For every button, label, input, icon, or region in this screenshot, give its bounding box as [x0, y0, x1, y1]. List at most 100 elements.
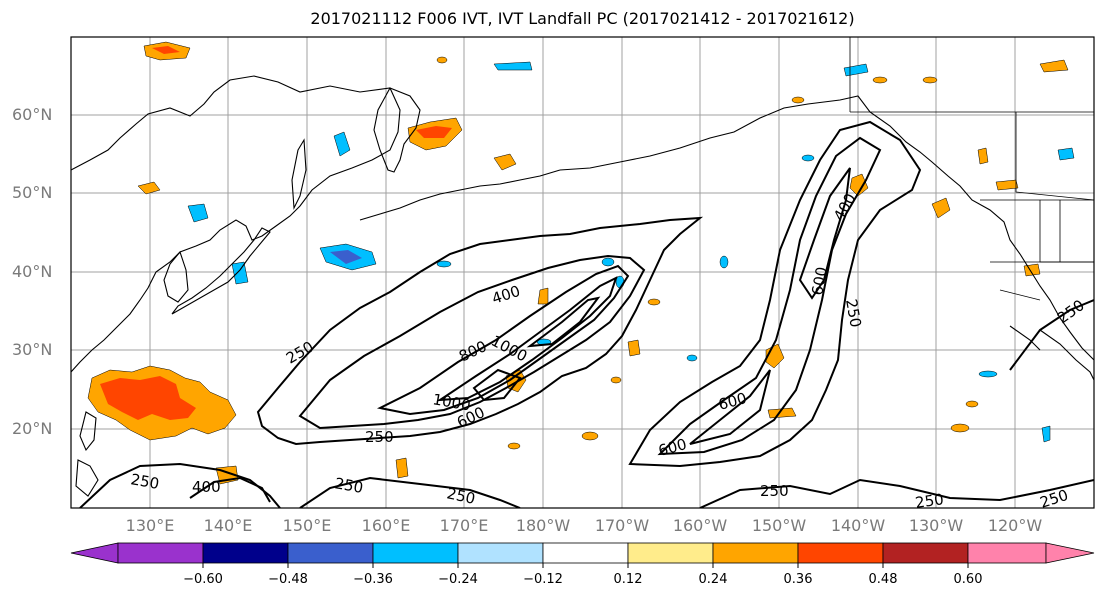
colorbar-tick-label: 0.12 — [613, 572, 643, 587]
pc-patch-dot-5 — [872, 76, 888, 84]
contour-400-east — [657, 136, 882, 456]
contour-label: 250 — [914, 490, 945, 512]
border-canada-provinces — [1015, 112, 1094, 201]
lon-label-170w: 170°W — [594, 516, 650, 535]
colorbar-bin — [457, 542, 544, 564]
coast-korea — [163, 250, 189, 303]
colorbar-tick-label: 0.60 — [953, 572, 983, 587]
colorbar-tick-label: −0.60 — [183, 572, 223, 587]
colorbar-bin — [202, 542, 289, 564]
pc-neg-dot-5 — [436, 260, 452, 268]
contour-label-layer: 250 250 250 250 250 250 250 250 400 400 … — [129, 190, 1087, 512]
lon-label-150e: 150°E — [282, 516, 332, 535]
colorbar-bin — [967, 542, 1047, 564]
lon-label-140w: 140°W — [830, 516, 886, 535]
pc-patch-okhotsk-core — [416, 126, 452, 138]
coast-asia — [71, 75, 401, 373]
pc-patch-dot-9 — [436, 56, 448, 64]
pc-patch-gulf-alaska — [849, 173, 869, 197]
contour-250-west — [256, 216, 704, 446]
colorbar-bin — [627, 542, 714, 564]
pc-neg-dot-8 — [719, 255, 729, 269]
coast-aleutians — [359, 169, 561, 221]
lat-label-60n: 60°N — [12, 105, 53, 124]
lon-label-130e: 130°E — [125, 516, 175, 535]
contour-label: 250 — [842, 298, 865, 329]
lat-label-30n: 30°N — [12, 340, 53, 359]
coast-baja — [1009, 325, 1094, 381]
pc-patch-dot-2 — [950, 423, 970, 433]
lat-label-40n: 40°N — [12, 262, 53, 281]
pc-neg-dot-1 — [601, 257, 615, 267]
contour-250-east — [628, 120, 922, 468]
pc-patch-small-1 — [137, 181, 161, 195]
contour-label: 250 — [333, 474, 364, 497]
pc-patch-small-4 — [995, 179, 1019, 191]
contour-800-west — [436, 276, 618, 402]
contour-600-west — [376, 264, 630, 416]
lon-label-130w: 130°W — [908, 516, 964, 535]
coastlines — [71, 75, 1094, 497]
graticule — [71, 37, 1094, 508]
pc-patch-small-3 — [627, 339, 641, 357]
colorbar-bin — [542, 542, 629, 564]
pc-neg-patch-8 — [1041, 425, 1051, 443]
pc-patch-kamchatka-n-core — [152, 46, 180, 54]
contour-400-southwest — [189, 476, 271, 503]
lon-label-180w: 180°W — [515, 516, 571, 535]
lon-label-170e: 170°E — [439, 516, 489, 535]
contour-600-east — [689, 167, 851, 445]
coast-sakhalin — [291, 138, 307, 211]
pc-neg-patch-5 — [231, 261, 249, 285]
colorbar-tick-label: 0.24 — [698, 572, 728, 587]
contour-250-south-west — [79, 462, 281, 508]
contour-label: 250 — [129, 470, 160, 493]
contour-1000-west — [472, 296, 601, 402]
pc-neg-patch-7 — [1057, 147, 1075, 161]
lon-label-160e: 160°E — [361, 516, 411, 535]
contour-label: 250 — [760, 482, 789, 500]
colorbar-tick-label: 0.36 — [783, 572, 813, 587]
ivt-contours — [79, 120, 1094, 508]
pc-patch-dot-3 — [581, 431, 599, 441]
border-us-states-2 — [990, 261, 1094, 301]
pc-patch-dot-1 — [647, 298, 661, 306]
pc-patch-small-10 — [977, 147, 989, 165]
colorbar-bin — [797, 542, 884, 564]
contour-label: 250 — [365, 428, 394, 446]
lon-label-160w: 160°W — [672, 516, 728, 535]
lat-label-20n: 20°N — [12, 419, 53, 438]
colorbar-bin — [287, 542, 374, 564]
coast-kamchatka — [373, 87, 421, 173]
pc-positive-patches — [87, 41, 1069, 485]
contour-label: 600 — [808, 265, 831, 296]
contour-label: 250 — [1038, 486, 1071, 512]
pc-patch-dot-8 — [965, 400, 979, 408]
coast-philippines — [75, 411, 99, 497]
contour-label: 250 — [445, 484, 477, 508]
pc-patch-bc — [931, 197, 951, 219]
colorbar-tick-label: −0.12 — [523, 572, 563, 587]
pc-patch-small-6 — [395, 457, 409, 479]
coast-japan — [171, 227, 271, 315]
lon-label-140e: 140°E — [203, 516, 253, 535]
pc-patch-dot-6 — [922, 76, 938, 84]
lat-label-50n: 50°N — [12, 183, 53, 202]
colorbar-tick-label: 0.48 — [868, 572, 898, 587]
lon-label-120w: 120°W — [987, 516, 1043, 535]
pc-neg-patch-3 — [333, 131, 351, 157]
colorbar-bin — [712, 542, 799, 564]
contour-250-south-mid — [299, 476, 521, 508]
colorbar-extend-min — [70, 542, 119, 564]
contour-250-south-east — [699, 478, 1094, 508]
contour-250-coast — [1009, 299, 1094, 371]
pc-patch-west-pacific-core — [100, 376, 196, 420]
contour-400-west — [298, 254, 646, 430]
pc-patch-dot-7 — [791, 96, 805, 104]
lon-label-150w: 150°W — [751, 516, 807, 535]
pc-neg-dot-2 — [615, 275, 625, 289]
colorbar-tick-label: −0.36 — [353, 572, 393, 587]
pc-patch-dot-10 — [610, 376, 622, 384]
pc-neg-dot-4 — [978, 370, 998, 378]
